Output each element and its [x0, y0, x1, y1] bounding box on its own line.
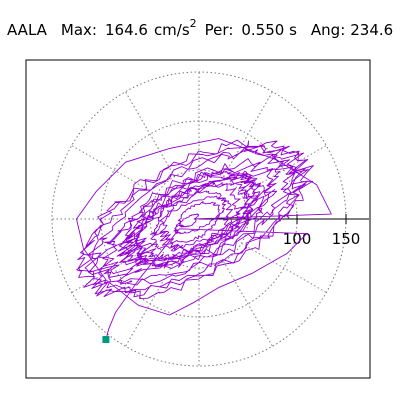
acceleration-trace	[76, 138, 332, 340]
station-code: AALA	[7, 21, 47, 39]
period-label: Per:	[204, 21, 234, 39]
max-label: Max:	[60, 21, 97, 39]
angle-value: 234.6	[350, 21, 394, 39]
grid-spoke	[223, 91, 273, 177]
grid-spoke	[125, 261, 175, 347]
grid-spoke	[125, 91, 175, 177]
trace-end-marker	[102, 336, 110, 344]
plot-header: AALA Max: 164.6 cm/s2 Per: 0.550 s Ang: 234.6	[7, 17, 394, 39]
grid-spoke	[241, 145, 327, 195]
max-unit: cm/s	[153, 21, 190, 39]
grid-spoke	[223, 261, 273, 347]
x-axis: 100 150	[199, 214, 369, 248]
grid-spoke	[241, 243, 327, 293]
plot-frame	[25, 59, 371, 379]
period-value: 0.550 s	[241, 21, 297, 39]
x-tick-label: 150	[332, 230, 361, 248]
max-unit-exponent: 2	[189, 17, 197, 30]
max-value: 164.6	[104, 21, 148, 39]
grid-spoke	[71, 145, 157, 195]
angle-label: Ang:	[310, 21, 346, 39]
x-tick-label: 100	[283, 230, 312, 248]
trace-group	[76, 138, 332, 344]
